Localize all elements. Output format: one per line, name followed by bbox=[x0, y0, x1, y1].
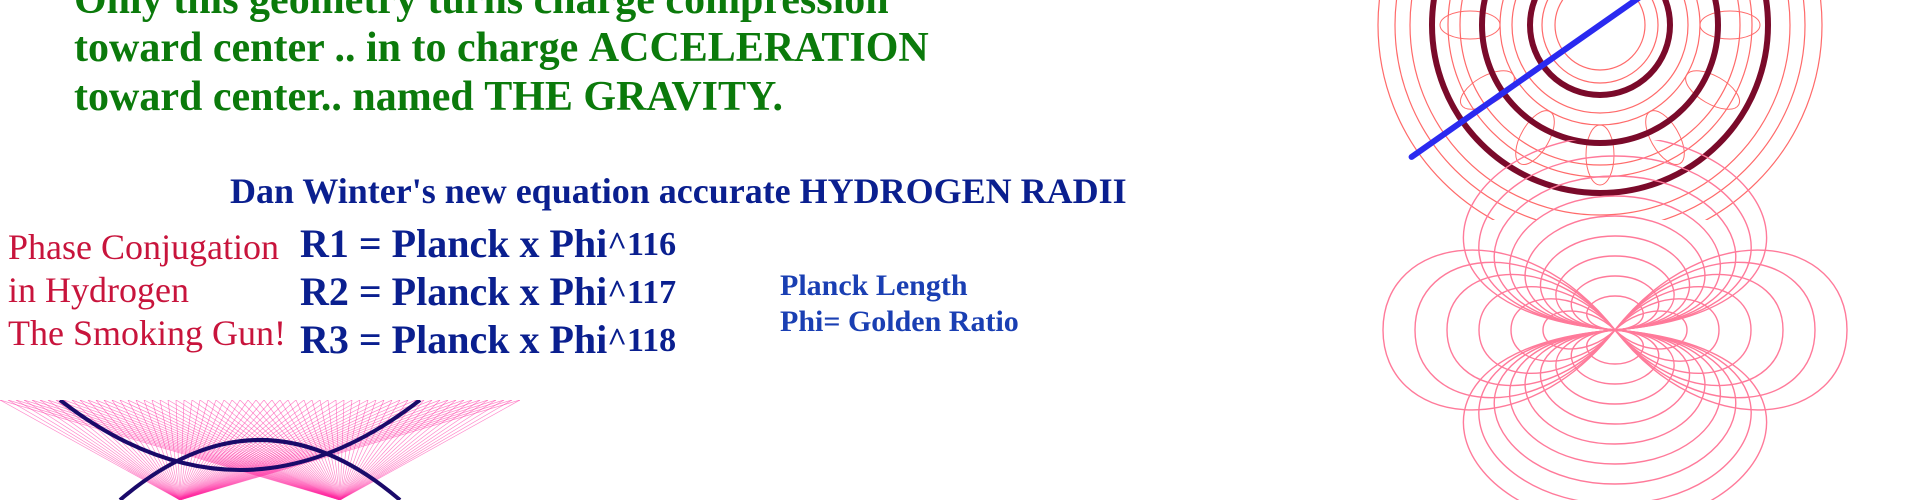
equation-r1: R1 = Planck x Phi^116 bbox=[300, 220, 676, 268]
planck-line1: Planck Length bbox=[780, 269, 968, 302]
equation-r3: R3 = Planck x Phi^118 bbox=[300, 316, 676, 364]
phase-conjugation-label: Phase Conjugation in Hydrogen The Smokin… bbox=[8, 226, 286, 356]
heading-line2a: toward center .. in to charge bbox=[74, 25, 589, 71]
eq-r3-exp: ^118 bbox=[607, 322, 676, 359]
pink-mesh-diagram bbox=[0, 400, 520, 500]
phase-line1: Phase Conjugation bbox=[8, 227, 279, 267]
diagram-canvas: Only this geometry turns charge compress… bbox=[0, 0, 1920, 500]
eq-r2-exp: ^117 bbox=[607, 274, 676, 311]
planck-line2: Phi= Golden Ratio bbox=[780, 305, 1019, 338]
eq-r1-base: R1 = Planck x Phi bbox=[300, 221, 607, 266]
heading-line3b: THE GRAVITY. bbox=[484, 74, 783, 120]
equation-r2: R2 = Planck x Phi^117 bbox=[300, 268, 676, 316]
eq-r3-base: R3 = Planck x Phi bbox=[300, 317, 607, 362]
heading-line2b: ACCELERATION bbox=[589, 25, 929, 71]
heading-green: Only this geometry turns charge compress… bbox=[74, 0, 1174, 121]
phase-line3: The Smoking Gun! bbox=[8, 313, 286, 353]
equations-block: R1 = Planck x Phi^116 R2 = Planck x Phi^… bbox=[300, 220, 676, 364]
heading-line1: Only this geometry turns charge compress… bbox=[74, 0, 889, 23]
subtitle-text: Dan Winter's new equation accurate HYDRO… bbox=[230, 170, 1127, 212]
dipole-field-diagram bbox=[1380, 140, 1850, 500]
planck-definitions: Planck Length Phi= Golden Ratio bbox=[780, 268, 1019, 340]
heading-line3a: toward center.. named bbox=[74, 74, 484, 120]
eq-r1-exp: ^116 bbox=[607, 226, 676, 263]
phase-line2: in Hydrogen bbox=[8, 270, 189, 310]
eq-r2-base: R2 = Planck x Phi bbox=[300, 269, 607, 314]
